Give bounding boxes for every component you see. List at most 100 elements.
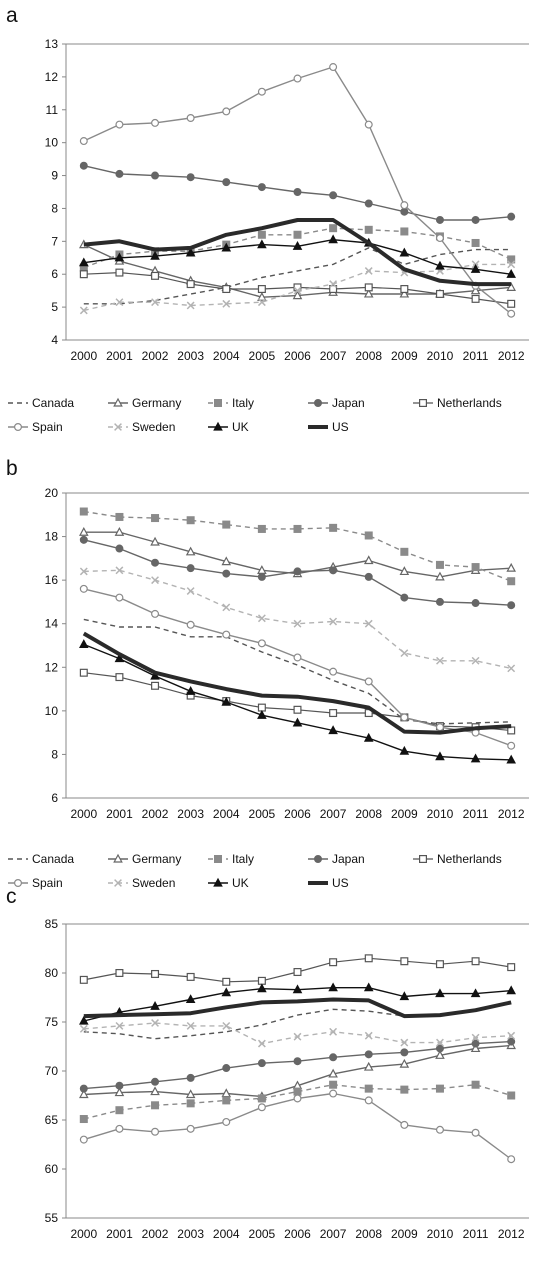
data-point [79, 137, 88, 146]
series-uk [78, 234, 517, 278]
data-point [257, 1039, 266, 1048]
data-point [400, 1048, 409, 1057]
data-point [400, 201, 409, 210]
series-us [82, 631, 512, 735]
data-point [507, 260, 516, 269]
data-point [221, 556, 232, 566]
legend-label: Germany [132, 852, 181, 866]
data-point [292, 984, 303, 994]
data-point [471, 1128, 480, 1137]
series-line [83, 1092, 512, 1160]
data-point [151, 514, 160, 523]
y-tick-label: 85 [45, 917, 59, 931]
data-point [435, 723, 444, 732]
data-point [186, 113, 195, 122]
x-tick-label: 2012 [498, 807, 525, 821]
data-point [329, 617, 338, 626]
data-point [222, 299, 231, 308]
data-point [507, 212, 516, 221]
data-point [364, 1084, 373, 1093]
data-point [79, 1135, 88, 1144]
legend-label: UK [232, 420, 249, 434]
data-point [435, 1050, 445, 1059]
data-point [115, 593, 124, 602]
data-point [507, 963, 516, 972]
data-point [222, 630, 231, 639]
series-us [83, 218, 512, 287]
legend-item-netherlands: Netherlands [413, 852, 502, 866]
data-point [186, 1073, 195, 1082]
data-point [506, 562, 517, 572]
data-point [150, 536, 160, 546]
data-point [151, 171, 160, 180]
data-point [507, 1037, 516, 1046]
data-point [79, 567, 88, 576]
data-point [293, 524, 302, 533]
data-point [507, 741, 516, 750]
legend-label: Canada [32, 396, 74, 410]
data-point [151, 609, 160, 618]
x-tick-label: 2012 [498, 349, 525, 363]
y-tick-label: 6 [51, 791, 58, 805]
series-netherlands [79, 954, 516, 986]
data-point [400, 547, 409, 556]
data-point [364, 954, 373, 963]
data-point [221, 987, 232, 997]
series-uk [78, 639, 517, 764]
data-point [364, 572, 373, 581]
data-point [329, 63, 338, 72]
data-point [400, 1120, 409, 1129]
x-tick-label: 2003 [177, 349, 204, 363]
data-point [364, 619, 373, 628]
data-point [186, 1021, 195, 1030]
data-point [186, 1124, 195, 1133]
series-italy [79, 1080, 516, 1124]
data-point [329, 224, 338, 233]
x-tick-label: 2005 [249, 1227, 276, 1241]
data-point [506, 268, 517, 278]
legend-marker [213, 877, 223, 887]
x-tick-label: 2008 [355, 1227, 382, 1241]
x-tick-label: 2003 [177, 1227, 204, 1241]
data-point [257, 524, 266, 533]
data-point [507, 1155, 516, 1164]
legend-label: Spain [32, 876, 63, 890]
data-point [471, 599, 480, 608]
data-point [364, 1031, 373, 1040]
data-point [328, 234, 338, 244]
data-point [222, 603, 231, 612]
data-point [507, 577, 516, 586]
series-line [83, 218, 512, 287]
y-tick-label: 80 [45, 966, 59, 980]
legend-item-us: US [308, 420, 349, 434]
data-point [435, 1125, 444, 1134]
data-point [329, 709, 338, 718]
data-point [78, 1015, 89, 1025]
data-point [257, 1059, 266, 1068]
data-point [115, 1081, 124, 1090]
data-point [363, 555, 374, 565]
data-point [470, 1043, 481, 1053]
data-point [114, 653, 125, 663]
data-point [150, 1001, 160, 1010]
data-point [79, 668, 88, 677]
data-point [399, 745, 410, 755]
data-point [471, 1039, 480, 1048]
data-point [257, 298, 266, 307]
data-point [400, 957, 409, 966]
y-tick-label: 10 [45, 136, 59, 150]
data-point [436, 656, 444, 665]
data-point [400, 285, 409, 294]
data-point [435, 289, 444, 298]
legend-item-germany: Germany [108, 396, 181, 410]
data-point [471, 656, 480, 665]
legend-item-sweden: Sweden [108, 876, 175, 890]
data-point [186, 173, 195, 182]
legend-marker [14, 878, 23, 887]
data-point [471, 1080, 480, 1089]
y-tick-label: 70 [45, 1064, 59, 1078]
data-point [151, 298, 159, 307]
x-tick-label: 2011 [463, 349, 489, 363]
data-point [435, 260, 445, 270]
data-point [329, 1080, 338, 1089]
